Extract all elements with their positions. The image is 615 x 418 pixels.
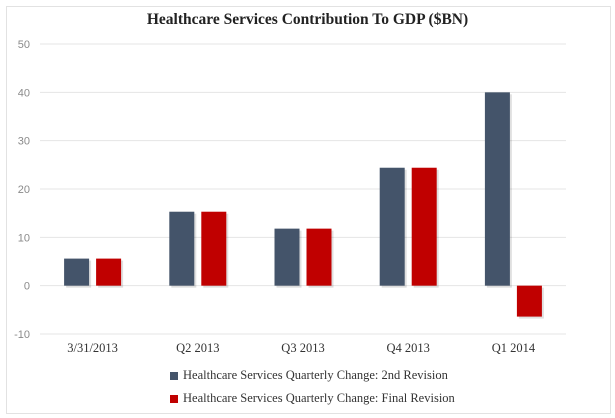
legend-label-2nd-revision: Healthcare Services Quarterly Change: 2n…: [183, 368, 448, 382]
x-tick-label: Q3 2013: [281, 341, 324, 355]
x-tick-label: Q4 2013: [386, 341, 429, 355]
y-tick-label: 50: [18, 39, 30, 51]
y-tick-label: 10: [18, 232, 30, 244]
bar: [411, 167, 437, 286]
chart-frame: [6, 6, 611, 414]
legend: Healthcare Services Quarterly Change: 2n…: [170, 364, 455, 410]
bar: [96, 258, 122, 286]
x-tick-label: 3/31/2013: [67, 341, 118, 355]
bar: [379, 167, 405, 286]
legend-swatch-2nd-revision: [170, 371, 178, 380]
bar: [201, 211, 227, 286]
chart-title: Healthcare Services Contribution To GDP …: [146, 11, 469, 28]
x-tick-label: Q1 2014: [492, 341, 536, 355]
bar: [516, 285, 542, 317]
y-tick-label: 40: [18, 87, 30, 99]
legend-swatch-final-revision: [170, 394, 178, 403]
bar: [169, 211, 195, 286]
y-tick-label: 30: [18, 136, 30, 148]
legend-item-2nd-revision: Healthcare Services Quarterly Change: 2n…: [170, 364, 455, 387]
y-tick-label: 20: [18, 184, 30, 196]
bar: [274, 228, 300, 286]
y-tick-label: -10: [14, 329, 30, 341]
y-tick-label: 0: [24, 281, 30, 293]
bar: [306, 228, 332, 286]
bar: [484, 92, 510, 286]
x-tick-label: Q2 2013: [176, 341, 219, 355]
bar: [64, 258, 90, 286]
legend-item-final-revision: Healthcare Services Quarterly Change: Fi…: [170, 387, 455, 410]
legend-label-final-revision: Healthcare Services Quarterly Change: Fi…: [183, 391, 455, 405]
